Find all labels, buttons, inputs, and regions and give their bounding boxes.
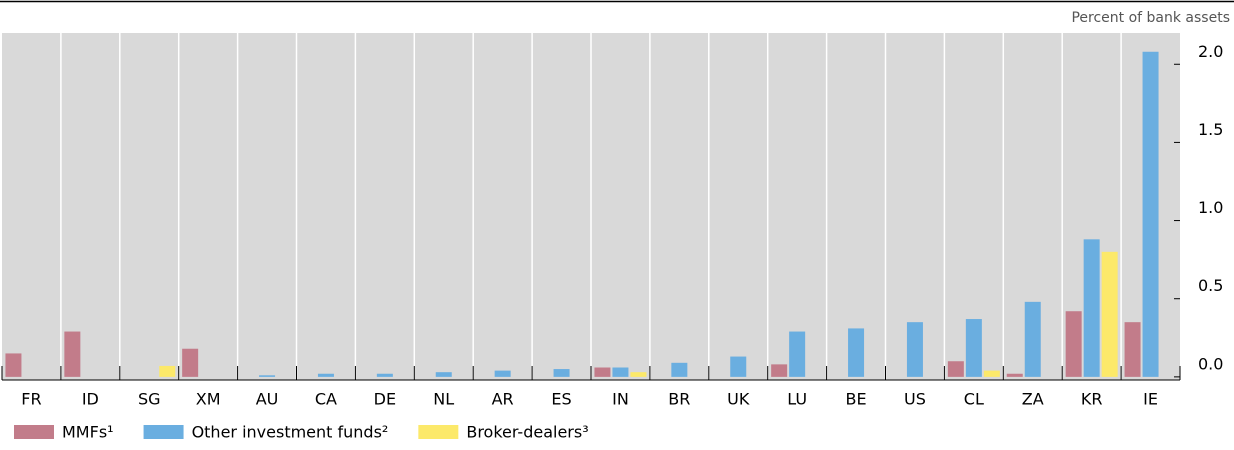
bar [5,353,22,377]
bar [553,369,570,377]
legend-swatch [418,425,459,439]
bar [671,362,688,377]
legend-swatch [14,425,54,439]
bar [612,367,629,377]
y-tick-label: 1.0 [1198,198,1223,217]
x-tick-label: BR [668,390,690,409]
y-tick-label: 1.5 [1198,120,1223,139]
unit-label: Percent of bank assets [1071,10,1230,26]
x-tick-label: ID [82,390,99,409]
x-tick-label: CA [315,390,337,409]
x-tick-label: NL [433,390,454,409]
bar [1006,373,1023,377]
bar [1101,251,1118,377]
x-tick-label: UK [727,390,750,409]
bar [630,372,647,377]
x-tick-label: IE [1143,390,1158,409]
bar [965,319,982,377]
bar [64,331,81,377]
x-tick-label: ES [551,390,571,409]
bar [317,373,334,377]
bar [1142,51,1159,377]
bar [947,361,964,377]
x-tick-label: CL [964,390,984,409]
bar [1124,322,1141,377]
x-tick-label: LU [787,390,807,409]
bar [789,331,806,377]
x-tick-label: AU [256,390,279,409]
bar [848,328,865,377]
bar [494,370,511,377]
y-tick-label: 0.0 [1198,354,1223,373]
x-tick-label: IN [612,390,629,409]
x-tick-label: US [904,390,926,409]
bar [376,373,393,377]
bar [1065,311,1082,377]
bar [259,375,276,377]
legend-swatch [143,425,184,439]
x-tick-label: ZA [1022,390,1044,409]
x-tick-label: FR [21,390,41,409]
bar [983,370,1000,377]
bar [730,356,747,377]
legend-label: Broker-dealers³ [466,423,588,442]
bar [594,367,611,377]
bar [906,322,923,377]
y-tick-label: 2.0 [1198,42,1223,61]
bar [1024,301,1041,377]
bar [1083,239,1100,377]
x-tick-label: DE [374,390,396,409]
x-tick-label: BE [846,390,867,409]
bar [771,364,788,377]
bar [159,365,176,377]
x-tick-label: AR [492,390,514,409]
legend-label: Other investment funds² [192,423,389,442]
x-tick-label: KR [1081,390,1103,409]
x-tick-label: SG [138,390,161,409]
legend-label: MMFs¹ [62,423,114,442]
bar [435,372,452,377]
y-tick-label: 0.5 [1198,276,1223,295]
x-tick-label: XM [196,390,221,409]
bar [182,348,199,377]
